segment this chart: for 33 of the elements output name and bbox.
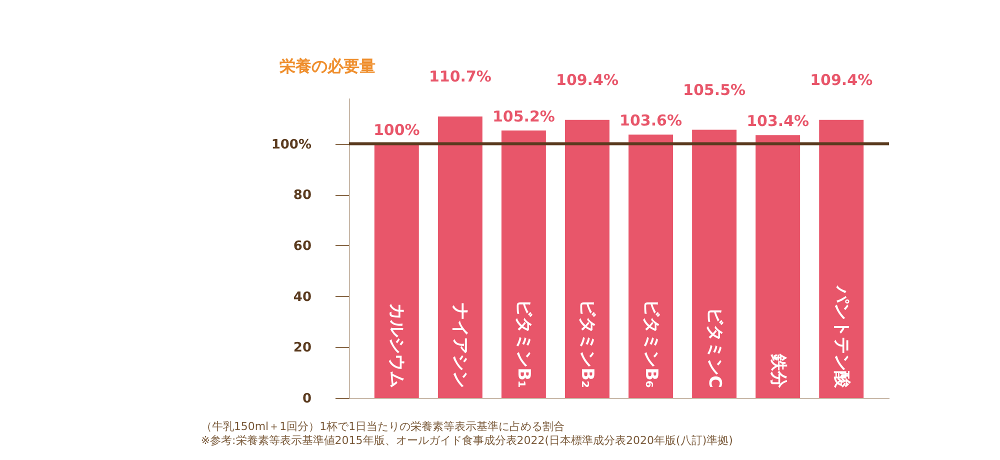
bar bbox=[692, 130, 737, 398]
bar bbox=[756, 135, 800, 398]
bar bbox=[565, 120, 610, 398]
x-tick-label: 鉄分 bbox=[768, 353, 788, 389]
x-tick-label: ビタミンB₁ bbox=[514, 300, 534, 388]
bar bbox=[438, 116, 482, 398]
y-tick-label: 80 bbox=[293, 188, 312, 204]
y-tick-label: 40 bbox=[293, 290, 312, 305]
x-tick-label: ナイアシン bbox=[450, 303, 470, 388]
data-label: 105.2% bbox=[492, 108, 555, 126]
x-tick-label: カルシウム bbox=[386, 303, 407, 388]
bar bbox=[819, 120, 864, 398]
x-tick-label: ビタミンC bbox=[704, 308, 724, 388]
data-label: 105.5% bbox=[683, 80, 746, 99]
data-label: 110.7% bbox=[428, 68, 492, 86]
data-label: 109.4% bbox=[556, 70, 618, 89]
text: ※参考:栄養素等表示基準値2015年版、オールガイド食事成分表2022(日本標準成分表2020年版(八訂)準拠) bbox=[200, 434, 733, 447]
bar bbox=[374, 144, 419, 398]
x-tick-label: ビタミンB₆ bbox=[640, 300, 661, 388]
x-tick-label: パントテン酸 bbox=[831, 285, 852, 389]
bar bbox=[628, 134, 673, 398]
x-tick-label: ビタミンB₂ bbox=[577, 300, 598, 388]
bar bbox=[501, 130, 546, 398]
y-axis-title: 栄養の必要量 bbox=[280, 56, 376, 76]
data-label: 103.4% bbox=[746, 112, 810, 130]
y-tick-label: 100% bbox=[271, 137, 312, 152]
y-tick-label: 0 bbox=[302, 392, 312, 406]
y-tick-label: 60 bbox=[293, 238, 312, 254]
y-tick-label: 20 bbox=[293, 340, 312, 356]
text: （牛乳150ml＋1回分）1杯で1日当たりの栄養素等表示基準に占める割合 bbox=[200, 420, 565, 433]
data-label: 100% bbox=[373, 120, 420, 139]
data-label: 103.6% bbox=[620, 112, 682, 130]
data-label: 109.4% bbox=[810, 70, 873, 89]
